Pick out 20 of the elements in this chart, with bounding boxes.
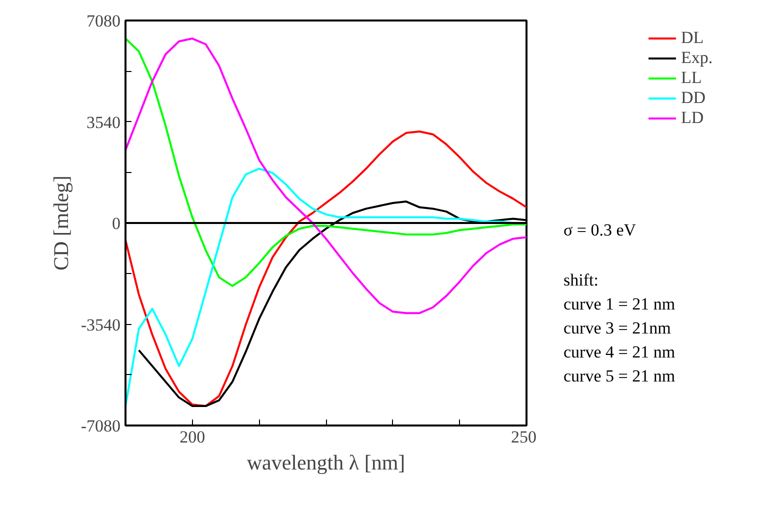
legend-label: DD <box>681 88 706 108</box>
y-tick-label: -3540 <box>80 315 121 334</box>
text: shift: <box>564 270 598 290</box>
y-tick-label: -7080 <box>80 416 121 436</box>
x-axis-title: wavelength λ [nm] <box>246 450 406 474</box>
x-tick-label: 250 <box>511 428 536 446</box>
text: curve 4 = 21 nm <box>564 342 676 362</box>
legend-label: DL <box>681 28 704 48</box>
text: curve 5 = 21 nm <box>564 366 676 386</box>
text: curve 3 = 21nm <box>564 318 671 338</box>
legend-label: Exp. <box>681 48 713 68</box>
text: σ = 0.3 eV <box>564 220 637 240</box>
y-tick-label: 7080 <box>86 12 120 30</box>
x-tick-label: 200 <box>180 428 206 446</box>
text: curve 1 = 21 nm <box>564 294 676 314</box>
y-tick-label: 3540 <box>86 112 120 132</box>
y-tick-label: 0 <box>112 214 120 233</box>
legend-label: LL <box>681 68 702 88</box>
legend-label: LD <box>681 108 704 128</box>
y-axis-title: CD [mdeg] <box>48 175 73 271</box>
